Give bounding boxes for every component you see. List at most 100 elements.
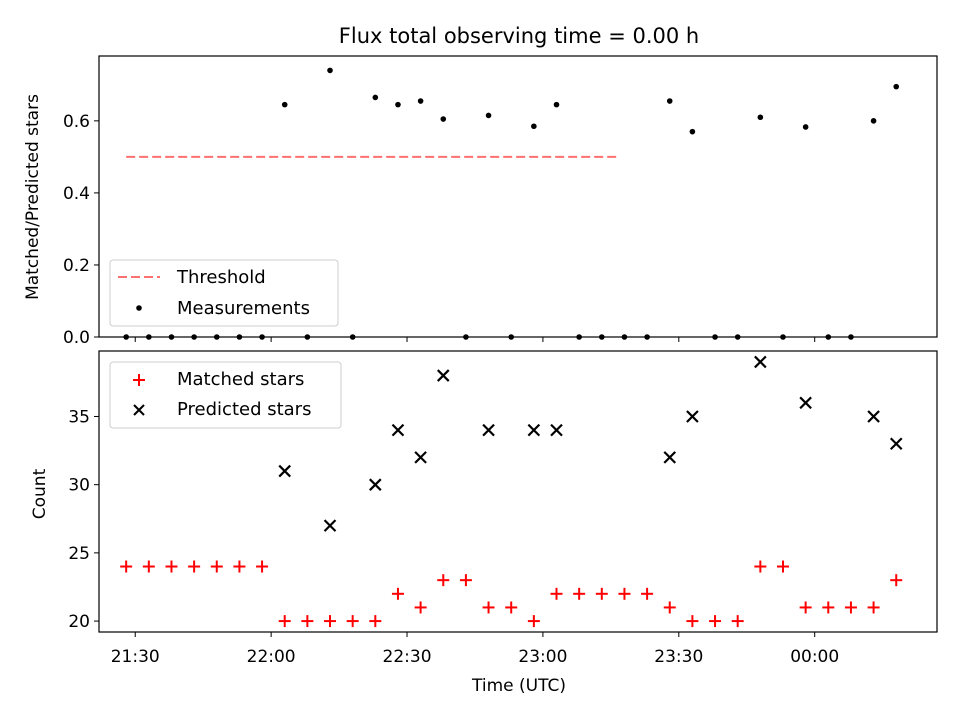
matched-star-marker [256, 560, 269, 573]
matched-star-marker [731, 615, 744, 628]
matched-star-marker [754, 560, 767, 573]
measurement-point [893, 83, 900, 90]
matched-star-marker [482, 601, 495, 614]
measurement-point [440, 116, 447, 122]
measurement-point [825, 334, 832, 340]
ratio-x-ticks [134, 337, 816, 342]
matched-star-marker [709, 615, 722, 628]
x-tick-label: 23:30 [654, 647, 703, 667]
measurement-point [712, 334, 718, 340]
measurement-point [802, 124, 809, 130]
predicted-star-marker [436, 369, 450, 382]
matched-star-marker [550, 587, 563, 600]
matched-star-marker [165, 560, 178, 573]
matched-star-marker [641, 587, 654, 600]
measurement-point [259, 334, 265, 340]
matched-star-marker [890, 574, 903, 587]
legend-measurements-label: Measurements [177, 298, 310, 319]
predicted-star-marker [799, 396, 812, 410]
count-x-ticks: 21:30 22:00 22:30 23:00 23:30 00:00 [111, 632, 839, 667]
measurement-point [191, 334, 197, 340]
matched-star-marker [437, 574, 450, 587]
x-tick-label: 00:00 [790, 647, 839, 667]
matched-star-marker [142, 560, 155, 573]
measurement-point [780, 334, 786, 340]
measurement-point [734, 334, 741, 340]
count-y-tick-label: 35 [68, 407, 90, 427]
measurement-point [666, 98, 673, 104]
matched-star-marker [369, 615, 382, 628]
legend-matched-label: Matched stars [177, 369, 304, 390]
measurement-point [281, 101, 288, 108]
ratio-y-tick-label: 0.2 [63, 256, 90, 276]
legend-matched-swatch [133, 374, 145, 386]
ratio-y-tick-label: 0.4 [63, 184, 90, 204]
count-legend: Matched stars Predicted stars [109, 361, 342, 429]
matched-star-marker [822, 601, 835, 614]
measurement-point [327, 67, 333, 74]
predicted-star-marker [663, 451, 677, 464]
x-tick-label: 22:30 [383, 647, 432, 667]
predicted-star-marker [391, 423, 405, 437]
legend-predicted-swatch [133, 404, 145, 416]
ratio-panel: 0.0 0.2 0.4 0.6 Matched/Predicted stars Thr… [23, 55, 938, 348]
matched-star-marker [867, 601, 880, 614]
chart-title: Flux total observing time = 0.00 h [339, 24, 699, 48]
x-tick-label: 22:00 [247, 647, 296, 667]
measurement-point [848, 334, 854, 340]
matched-star-marker [188, 560, 201, 573]
measurement-point [485, 112, 492, 119]
predicted-star-marker [550, 423, 563, 437]
matched-star-marker [799, 601, 812, 614]
measurement-point [576, 334, 582, 340]
predicted-star-marker [867, 410, 880, 423]
count-y-tick-label: 20 [68, 612, 90, 632]
count-marks [120, 355, 903, 628]
measurement-point [689, 128, 696, 135]
matched-star-marker [595, 587, 608, 600]
predicted-star-marker [369, 478, 382, 491]
measurement-point [531, 123, 537, 130]
measurement-point [644, 334, 650, 340]
measurement-point [395, 101, 401, 108]
matched-star-marker [414, 601, 427, 614]
legend-measurements-swatch [136, 305, 142, 311]
predicted-star-marker [414, 451, 427, 464]
count-y-axis-label: Count [30, 468, 50, 519]
ratio-legend-box [109, 259, 339, 327]
ratio-y-ticks: 0.0 0.2 0.4 0.6 [63, 112, 99, 348]
measurement-point [508, 334, 515, 340]
matched-star-marker [233, 560, 246, 573]
measurement-point [236, 334, 243, 340]
measurement-point [123, 334, 129, 340]
matched-star-marker [505, 601, 518, 614]
measurement-point [599, 334, 605, 340]
measurement-point [213, 334, 220, 340]
measurement-point [146, 334, 152, 340]
ratio-y-tick-label: 0.0 [63, 328, 90, 348]
matched-star-marker [210, 560, 223, 573]
count-y-tick-label: 25 [68, 544, 90, 564]
ratio-y-axis-label: Matched/Predicted stars [23, 94, 43, 300]
predicted-star-marker [278, 464, 291, 478]
matched-star-marker [618, 587, 631, 600]
x-axis-label: Time (UTC) [471, 676, 566, 696]
matched-star-marker [120, 560, 133, 573]
matched-star-marker [776, 560, 789, 573]
measurement-point [870, 118, 877, 124]
predicted-star-marker [889, 437, 903, 451]
measurement-point [621, 334, 628, 340]
matched-star-marker [391, 587, 404, 600]
matched-star-marker [278, 615, 291, 628]
legend-threshold-label: Threshold [176, 267, 266, 288]
measurement-point [757, 114, 764, 121]
matched-star-marker [346, 615, 359, 628]
measurement-point [304, 334, 311, 340]
matched-star-marker [301, 615, 314, 628]
count-y-ticks: 20 25 30 35 [68, 407, 99, 632]
count-legend-box [109, 361, 342, 429]
ratio-marks [123, 67, 900, 340]
legend-predicted-label: Predicted stars [177, 399, 311, 420]
